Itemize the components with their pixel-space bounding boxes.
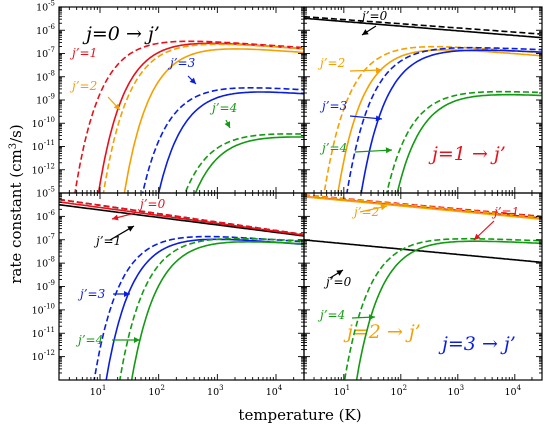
- panel-4: 101 102 103 104 j’=2 j’=1 j’=0 j’=4 j=3 → j’: [303, 192, 543, 398]
- arrowhead: [127, 226, 134, 232]
- annotation-label: j’=4: [319, 141, 347, 155]
- y-tick-label: 10-6: [36, 209, 55, 223]
- panel-title: j=2 → j’: [343, 321, 421, 343]
- x-tick-label: 104: [505, 384, 522, 398]
- panel-3: 10-12 10-11 10-10 10-9 10-8 10-7 10-6 10-5 101 10…: [32, 186, 421, 399]
- x-tick-label: 102: [391, 384, 408, 398]
- x-tick-label: 103: [207, 384, 224, 398]
- arrowhead: [124, 291, 130, 297]
- panel-frame: [303, 192, 543, 381]
- series-line-5: [360, 49, 542, 193]
- series-line-6: [93, 235, 304, 380]
- series-line-6: [346, 46, 542, 193]
- series-line-1: [304, 239, 542, 264]
- annotation-label: j’=4: [317, 308, 345, 322]
- series-line-1: [304, 17, 542, 39]
- x-tick-label: 101: [90, 384, 107, 398]
- x-tick-label: 104: [266, 384, 283, 398]
- arrowhead: [380, 204, 387, 211]
- annotation-label: j’=2: [351, 205, 379, 219]
- series-line-6: [141, 87, 304, 193]
- series-line-8: [184, 133, 304, 193]
- arrowhead: [189, 77, 196, 84]
- panel-title: j=3 → j’: [438, 333, 516, 355]
- arrowhead: [368, 314, 375, 321]
- arrowhead: [336, 270, 343, 276]
- x-tick-label: 101: [334, 384, 351, 398]
- y-tick-label: 10-10: [32, 302, 55, 316]
- series-line-7: [396, 93, 542, 193]
- annotation-arrow: [354, 149, 393, 153]
- x-axis-title: temperature (K): [238, 406, 361, 424]
- series-line-2: [74, 40, 304, 193]
- series-line-1: [97, 42, 304, 193]
- annotation-label: j’=4: [75, 333, 103, 347]
- annotation-label: j’=0: [359, 9, 388, 23]
- y-tick-label: 10-12: [32, 162, 55, 176]
- y-tick-label: 10-10: [32, 116, 55, 130]
- y-tick-label: 10-8: [36, 69, 55, 83]
- series-line-8: [385, 90, 542, 193]
- y-tick-label: 10-11: [32, 139, 55, 153]
- y-tick-label: 10-8: [36, 256, 55, 270]
- x-tick-label: 103: [448, 384, 465, 398]
- arrowhead: [224, 121, 230, 128]
- series-line-6: [355, 240, 542, 380]
- arrowhead: [375, 115, 382, 122]
- annotation-label: j’=1: [93, 234, 121, 248]
- annotation-label: j’=2: [317, 56, 345, 70]
- annotation-label: j’=3: [319, 99, 348, 113]
- arrowhead: [362, 29, 369, 35]
- annotation-label: j’=4: [209, 101, 237, 115]
- y-tick-label: 10-5: [36, 186, 55, 200]
- arrowhead: [385, 147, 392, 154]
- arrowhead: [375, 67, 382, 74]
- x-tick-label: 102: [148, 384, 165, 398]
- annotation-label: j’=1: [69, 46, 97, 60]
- y-tick-label: 10-9: [36, 93, 55, 107]
- annotation-label: j’=3: [77, 287, 106, 301]
- y-tick-label: 10-5: [36, 0, 55, 14]
- series-line-8: [119, 237, 304, 380]
- series-line-7: [343, 237, 542, 380]
- series-line-5: [157, 91, 304, 193]
- panel-title: j=0 → j’: [82, 23, 160, 45]
- y-tick-label: 10-11: [32, 326, 55, 340]
- series-line-7: [130, 241, 304, 380]
- series-line-3: [123, 48, 304, 193]
- series-line-4: [102, 43, 304, 193]
- arrowhead: [134, 337, 140, 343]
- series-line-3: [59, 201, 304, 236]
- y-tick-label: 10-7: [36, 232, 55, 246]
- arrowhead: [113, 103, 120, 110]
- arrowhead: [112, 214, 119, 221]
- series-line-4: [304, 196, 542, 220]
- y-tick-label: 10-12: [32, 349, 55, 363]
- annotation-label: j’=2: [69, 79, 97, 93]
- tick-marks: [303, 192, 543, 381]
- annotation-label: j’=0: [323, 275, 352, 289]
- y-tick-label: 10-7: [36, 46, 55, 60]
- series-line-7: [194, 136, 304, 193]
- panel-2: j’=0 j’=2 j’=3 j’=4 j=1 → j’: [303, 6, 543, 194]
- annotation-label: j’=3: [167, 56, 196, 70]
- panel-title: j=1 → j’: [428, 143, 506, 165]
- series-line-4: [59, 198, 304, 236]
- y-axis-title: rate constant (cm3/s): [7, 124, 25, 283]
- series-line-1: [59, 203, 304, 237]
- y-tick-label: 10-9: [36, 279, 55, 293]
- annotation-label: j’=0: [137, 197, 166, 211]
- series-line-2: [304, 15, 542, 35]
- chart-panels: 10-1210-1110-1010-910-810-710-610-5j’=1j…: [32, 0, 543, 399]
- panel-1: 10-1210-1110-1010-910-810-710-610-5j’=1j…: [32, 0, 305, 194]
- y-tick-label: 10-6: [36, 23, 55, 37]
- arrowhead: [474, 233, 481, 240]
- annotation-label: j’=1: [491, 205, 519, 219]
